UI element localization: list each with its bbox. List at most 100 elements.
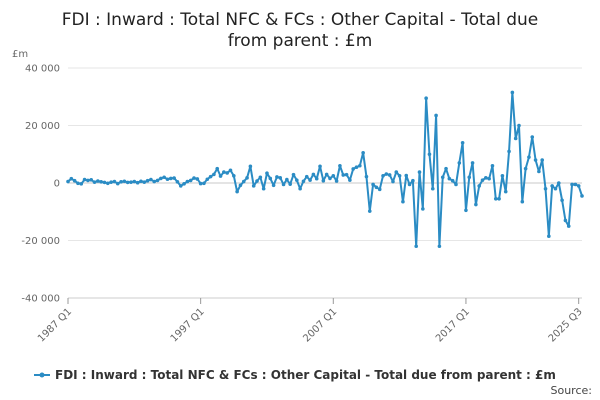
data-point <box>576 184 581 188</box>
legend-label[interactable]: FDI : Inward : Total NFC & FCs : Other C… <box>55 368 556 382</box>
data-point <box>268 176 273 181</box>
data-point <box>484 176 488 180</box>
data-point <box>162 175 166 180</box>
data-point <box>477 184 482 188</box>
data-point <box>361 151 365 155</box>
data-point <box>76 181 80 186</box>
data-point <box>387 173 392 177</box>
y-tick-label: 0 <box>54 179 60 190</box>
data-point <box>437 244 442 249</box>
data-point <box>503 189 508 194</box>
data-point <box>434 113 438 118</box>
data-point <box>493 197 498 201</box>
data-point <box>255 179 259 183</box>
data-point <box>490 163 495 168</box>
data-point <box>169 176 173 181</box>
data-point <box>291 172 296 177</box>
data-point <box>235 189 239 194</box>
y-tick-label: 40 000 <box>25 64 60 75</box>
data-point <box>556 181 561 185</box>
data-point <box>159 176 163 181</box>
data-point <box>225 171 229 175</box>
data-point <box>129 180 133 184</box>
data-point <box>480 178 485 182</box>
data-point <box>112 179 117 184</box>
data-point <box>404 173 409 178</box>
data-point <box>218 174 223 178</box>
y-axis-unit-label: £m <box>12 49 28 60</box>
data-point <box>474 202 478 207</box>
data-point <box>450 178 455 183</box>
data-point <box>125 180 130 185</box>
data-point <box>89 178 94 182</box>
data-point <box>331 174 336 178</box>
data-point <box>550 184 554 188</box>
data-point <box>248 164 253 169</box>
data-point <box>72 178 77 183</box>
data-point <box>553 186 558 191</box>
x-axis-ticks: 1987 Q1 1997 Q1 2007 Q1 2017 Q1 2025 Q3 <box>36 297 585 344</box>
data-point <box>407 182 412 187</box>
data-point <box>401 199 405 204</box>
x-tick-label: 2025 Q3 <box>547 306 585 344</box>
data-point <box>96 179 100 183</box>
data-point <box>427 152 432 157</box>
y-tick-label: -40 000 <box>21 294 60 305</box>
data-point <box>318 164 322 169</box>
data-point <box>566 224 571 228</box>
data-point <box>222 170 226 174</box>
data-point <box>66 179 70 184</box>
data-point <box>79 182 84 186</box>
series-line <box>67 91 583 248</box>
data-point <box>281 182 286 187</box>
data-point <box>149 177 153 182</box>
data-point <box>367 209 372 213</box>
data-point <box>314 176 319 181</box>
data-point <box>208 174 213 179</box>
data-point <box>258 175 263 180</box>
data-point <box>421 207 425 211</box>
data-point <box>185 179 190 184</box>
data-point <box>155 178 160 183</box>
data-point <box>298 186 302 191</box>
data-point <box>192 176 196 180</box>
data-point <box>510 90 515 95</box>
chart-title-line-1: FDI : Inward : Total NFC & FCs : Other C… <box>62 10 538 30</box>
data-point <box>580 194 584 198</box>
data-point <box>324 172 329 177</box>
data-point <box>527 155 531 159</box>
data-point <box>145 178 150 183</box>
x-tick-label: 1997 Q1 <box>169 306 207 344</box>
data-point <box>460 140 465 145</box>
data-point <box>188 178 193 183</box>
data-point <box>122 179 127 184</box>
series-group <box>66 90 584 249</box>
data-point <box>344 172 349 177</box>
data-point <box>517 123 521 128</box>
data-point <box>132 179 137 184</box>
data-point <box>354 165 359 169</box>
data-point <box>377 187 382 192</box>
data-point <box>105 181 110 186</box>
data-point <box>285 177 289 182</box>
data-point <box>334 179 339 183</box>
data-point <box>358 163 362 168</box>
data-point <box>115 181 120 186</box>
data-point <box>384 172 389 176</box>
data-point <box>417 170 422 174</box>
data-point <box>430 186 435 191</box>
data-point <box>348 178 352 182</box>
legend-swatch-marker <box>39 372 45 378</box>
data-point <box>467 175 472 180</box>
source-label: Source: <box>551 384 593 397</box>
data-point <box>497 197 501 201</box>
data-point <box>135 180 140 185</box>
data-point <box>464 208 468 213</box>
data-point <box>165 177 170 182</box>
data-point <box>321 178 326 183</box>
data-point <box>304 174 309 179</box>
data-point <box>251 184 256 188</box>
data-point <box>530 135 535 139</box>
data-point <box>371 182 375 187</box>
data-point <box>563 218 568 223</box>
